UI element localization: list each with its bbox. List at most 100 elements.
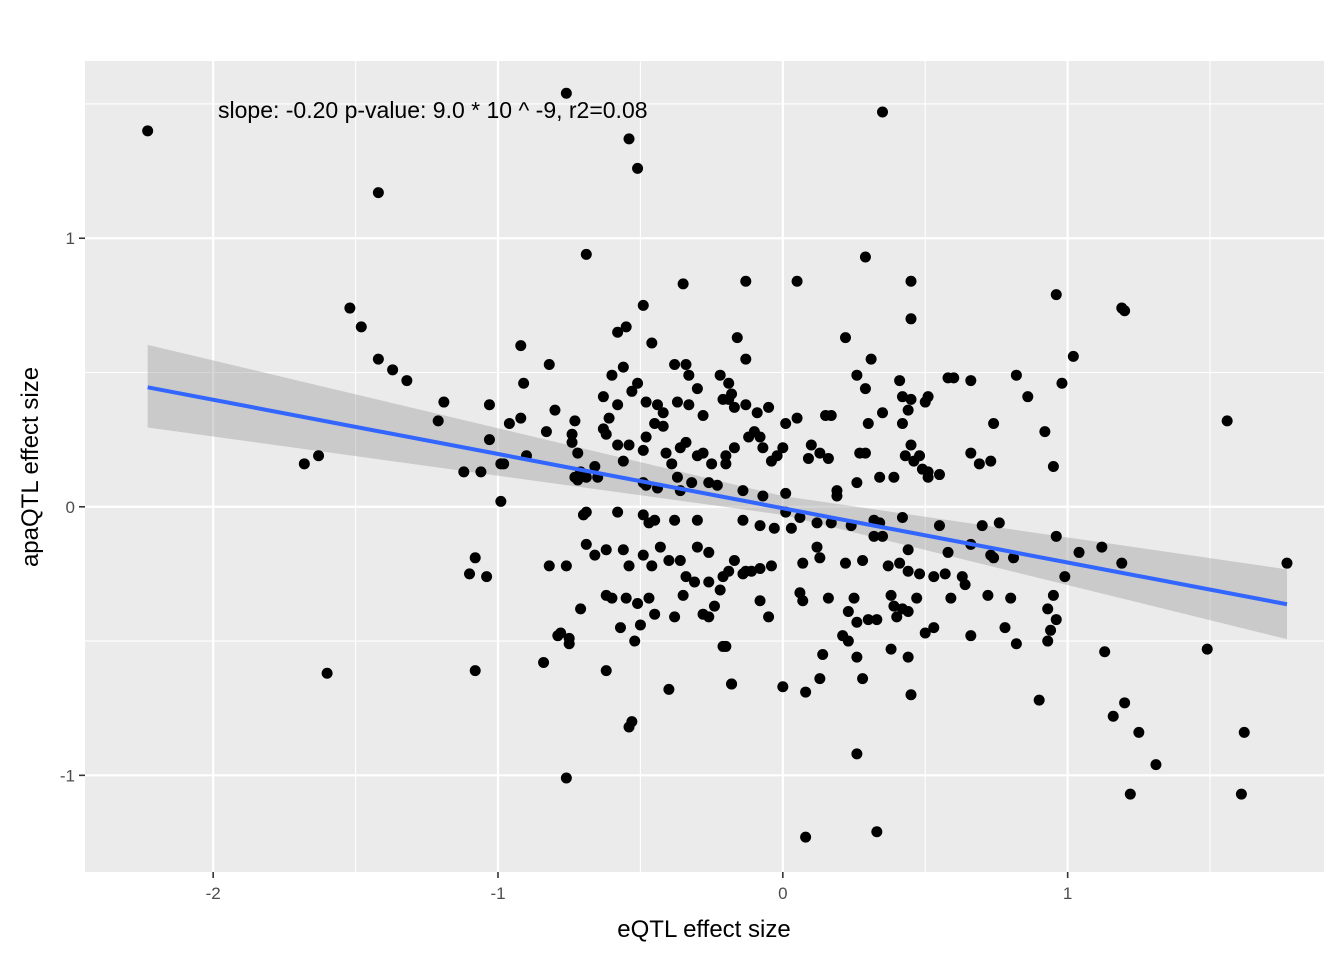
scatter-point bbox=[945, 592, 957, 604]
scatter-point bbox=[503, 418, 515, 430]
scatter-point bbox=[922, 471, 934, 483]
scatter-point bbox=[871, 826, 883, 838]
scatter-point bbox=[1073, 546, 1085, 558]
scatter-point bbox=[589, 549, 601, 561]
scatter-point bbox=[677, 589, 689, 601]
scatter-point bbox=[740, 275, 752, 287]
scatter-point bbox=[763, 611, 775, 623]
scatter-point bbox=[985, 455, 997, 467]
scatter-point bbox=[1201, 643, 1213, 655]
scatter-point bbox=[919, 627, 931, 639]
scatter-point bbox=[637, 299, 649, 311]
scatter-point bbox=[822, 452, 834, 464]
scatter-point bbox=[894, 557, 906, 569]
scatter-point bbox=[842, 635, 854, 647]
scatter-point bbox=[634, 619, 646, 631]
scatter-point bbox=[458, 466, 470, 478]
scatter-point bbox=[728, 554, 740, 566]
scatter-point bbox=[372, 353, 384, 365]
scatter-point bbox=[839, 332, 851, 344]
scatter-point bbox=[612, 326, 624, 338]
scatter-point bbox=[905, 393, 917, 405]
scatter-point bbox=[643, 592, 655, 604]
scatter-point bbox=[859, 383, 871, 395]
scatter-point bbox=[914, 450, 926, 462]
scatter-point bbox=[706, 458, 718, 470]
scatter-point bbox=[387, 364, 399, 376]
regression-line-layer bbox=[147, 385, 1288, 607]
scatter-point bbox=[1042, 635, 1054, 647]
scatter-point bbox=[612, 439, 624, 451]
scatter-point bbox=[885, 589, 897, 601]
scatter-point bbox=[657, 407, 669, 419]
scatter-point bbox=[660, 447, 672, 459]
scatter-point bbox=[896, 512, 908, 524]
scatter-point bbox=[566, 436, 578, 448]
x-tick-label: 0 bbox=[778, 884, 787, 903]
scatter-point bbox=[572, 447, 584, 459]
axis-ticks bbox=[79, 237, 1069, 878]
scatter-point bbox=[868, 514, 880, 526]
scatter-point bbox=[777, 681, 789, 693]
scatter-point bbox=[560, 560, 572, 572]
scatter-point bbox=[649, 418, 661, 430]
scatter-point bbox=[771, 450, 783, 462]
scatter-point bbox=[777, 442, 789, 454]
scatter-point bbox=[543, 358, 555, 370]
scatter-point bbox=[652, 399, 664, 411]
scatter-point bbox=[646, 337, 658, 349]
y-tick-label: 0 bbox=[66, 498, 75, 517]
scatter-point bbox=[737, 485, 749, 497]
scatter-point bbox=[1045, 624, 1057, 636]
scatter-point bbox=[575, 603, 587, 615]
scatter-point bbox=[498, 458, 510, 470]
scatter-point bbox=[973, 458, 985, 470]
scatter-point bbox=[839, 557, 851, 569]
scatter-point bbox=[922, 391, 934, 403]
scatter-point bbox=[697, 447, 709, 459]
scatter-point bbox=[612, 506, 624, 518]
scatter-point bbox=[663, 683, 675, 695]
scatter-point bbox=[723, 393, 735, 405]
scatter-point bbox=[560, 772, 572, 784]
scatter-point bbox=[928, 571, 940, 583]
scatter-point bbox=[1008, 552, 1020, 564]
scatter-point bbox=[654, 541, 666, 553]
scatter-point bbox=[868, 530, 880, 542]
scatter-point bbox=[669, 611, 681, 623]
scatter-point bbox=[851, 616, 863, 628]
scatter-point bbox=[1150, 759, 1162, 771]
scatter-point bbox=[905, 439, 917, 451]
scatter-point bbox=[626, 385, 638, 397]
scatter-point bbox=[780, 487, 792, 499]
scatter-point bbox=[959, 579, 971, 591]
minor-gridlines bbox=[85, 61, 1324, 872]
scatter-point bbox=[623, 560, 635, 572]
scatter-point bbox=[805, 439, 817, 451]
scatter-point bbox=[763, 401, 775, 413]
scatter-point bbox=[680, 358, 692, 370]
scatter-point bbox=[794, 512, 806, 524]
scatter-point bbox=[646, 560, 658, 572]
scatter-point bbox=[495, 495, 507, 507]
scatter-point bbox=[372, 187, 384, 199]
scatter-point bbox=[859, 447, 871, 459]
scatter-point bbox=[862, 614, 874, 626]
x-tick-label: -1 bbox=[490, 884, 505, 903]
scatter-point bbox=[600, 665, 612, 677]
scatter-point bbox=[899, 450, 911, 462]
scatter-point bbox=[842, 606, 854, 618]
scatter-point bbox=[298, 458, 310, 470]
scatter-point bbox=[632, 162, 644, 174]
scatter-point bbox=[1050, 614, 1062, 626]
scatter-point bbox=[740, 353, 752, 365]
scatter-point bbox=[965, 447, 977, 459]
axis-tick-labels: -2 -1 0 1 -1 0 1 bbox=[60, 229, 1073, 903]
scatter-point bbox=[620, 321, 632, 333]
scatter-point bbox=[905, 313, 917, 325]
scatter-point bbox=[563, 632, 575, 644]
scatter-point bbox=[825, 517, 837, 529]
scatter-point bbox=[515, 340, 527, 352]
scatter-point bbox=[811, 541, 823, 553]
scatter-point bbox=[851, 369, 863, 381]
